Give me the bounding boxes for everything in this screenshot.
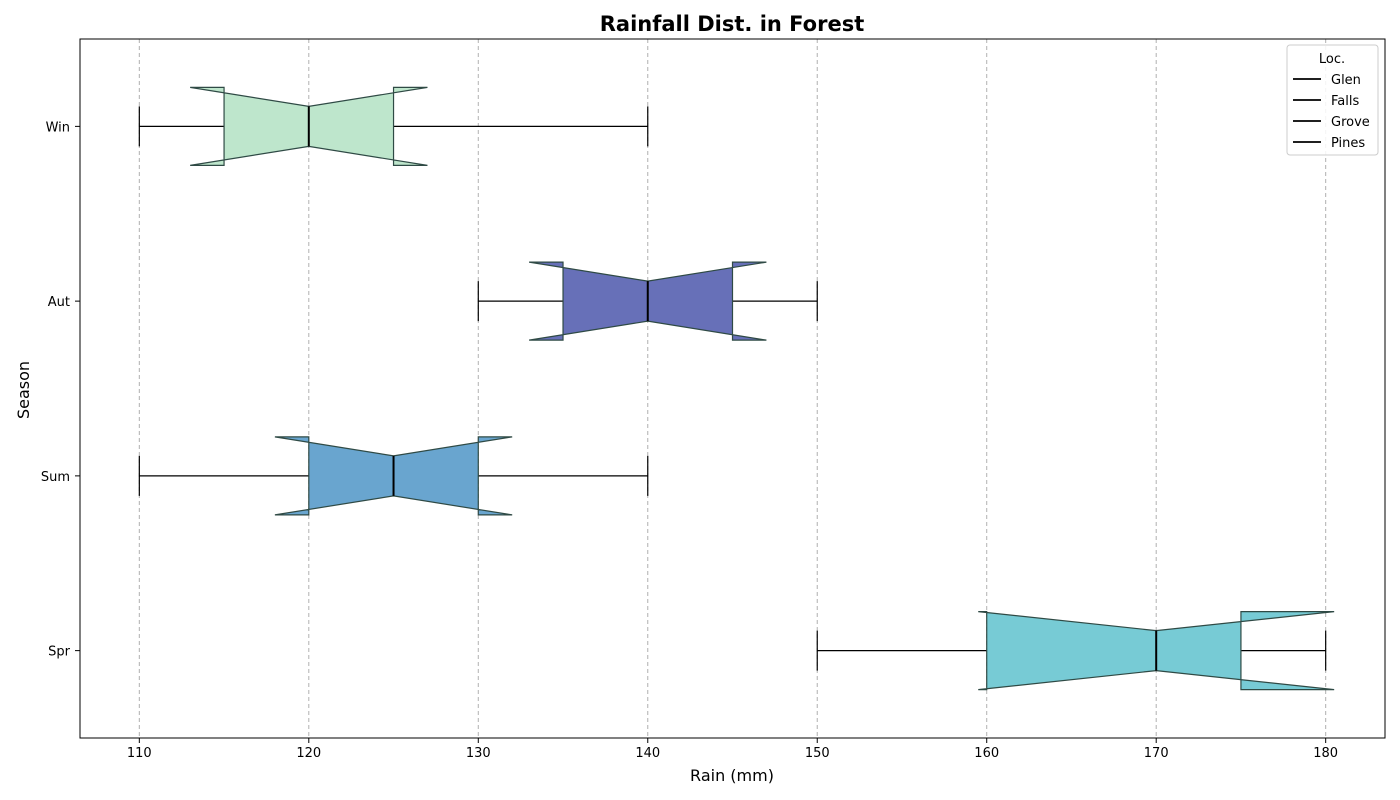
legend-entry-label: Grove [1331, 115, 1370, 130]
chart-title: Rainfall Dist. in Forest [600, 12, 864, 36]
x-tick-label: 180 [1313, 746, 1338, 761]
x-tick-label: 160 [974, 746, 999, 761]
x-tick-label: 140 [635, 746, 660, 761]
x-tick-label: 150 [805, 746, 830, 761]
box-spr [816, 611, 1335, 691]
box-sum [138, 436, 649, 516]
y-tick-label: Sum [41, 470, 70, 485]
legend-frame [1286, 44, 1379, 156]
x-tick-label: 130 [466, 746, 491, 761]
x-axis-title: Rain (mm) [690, 766, 774, 785]
legend-entry-label: Glen [1331, 73, 1361, 88]
legend-entry-label: Falls [1331, 94, 1359, 109]
legend: Loc. Glen Falls Grove Pines [1286, 44, 1379, 156]
x-ticks: 110 120 130 140 150 160 170 180 [127, 738, 1338, 761]
x-tick-label: 170 [1144, 746, 1169, 761]
y-tick-label: Win [46, 120, 70, 135]
y-ticks: Spr Sum Aut Win [41, 120, 80, 660]
box-aut [477, 261, 818, 341]
box-win [138, 86, 649, 166]
plot-area-frame [79, 38, 1386, 739]
y-tick-label: Aut [48, 295, 70, 310]
legend-entry-label: Pines [1331, 136, 1365, 151]
legend-entries: Glen Falls Grove Pines [1293, 73, 1370, 151]
y-axis-title: Season [14, 361, 33, 419]
x-tick-label: 110 [127, 746, 152, 761]
x-tick-label: 120 [296, 746, 321, 761]
y-tick-label: Spr [48, 645, 71, 660]
legend-title: Loc. [1319, 52, 1345, 67]
box-layer [138, 86, 1335, 691]
